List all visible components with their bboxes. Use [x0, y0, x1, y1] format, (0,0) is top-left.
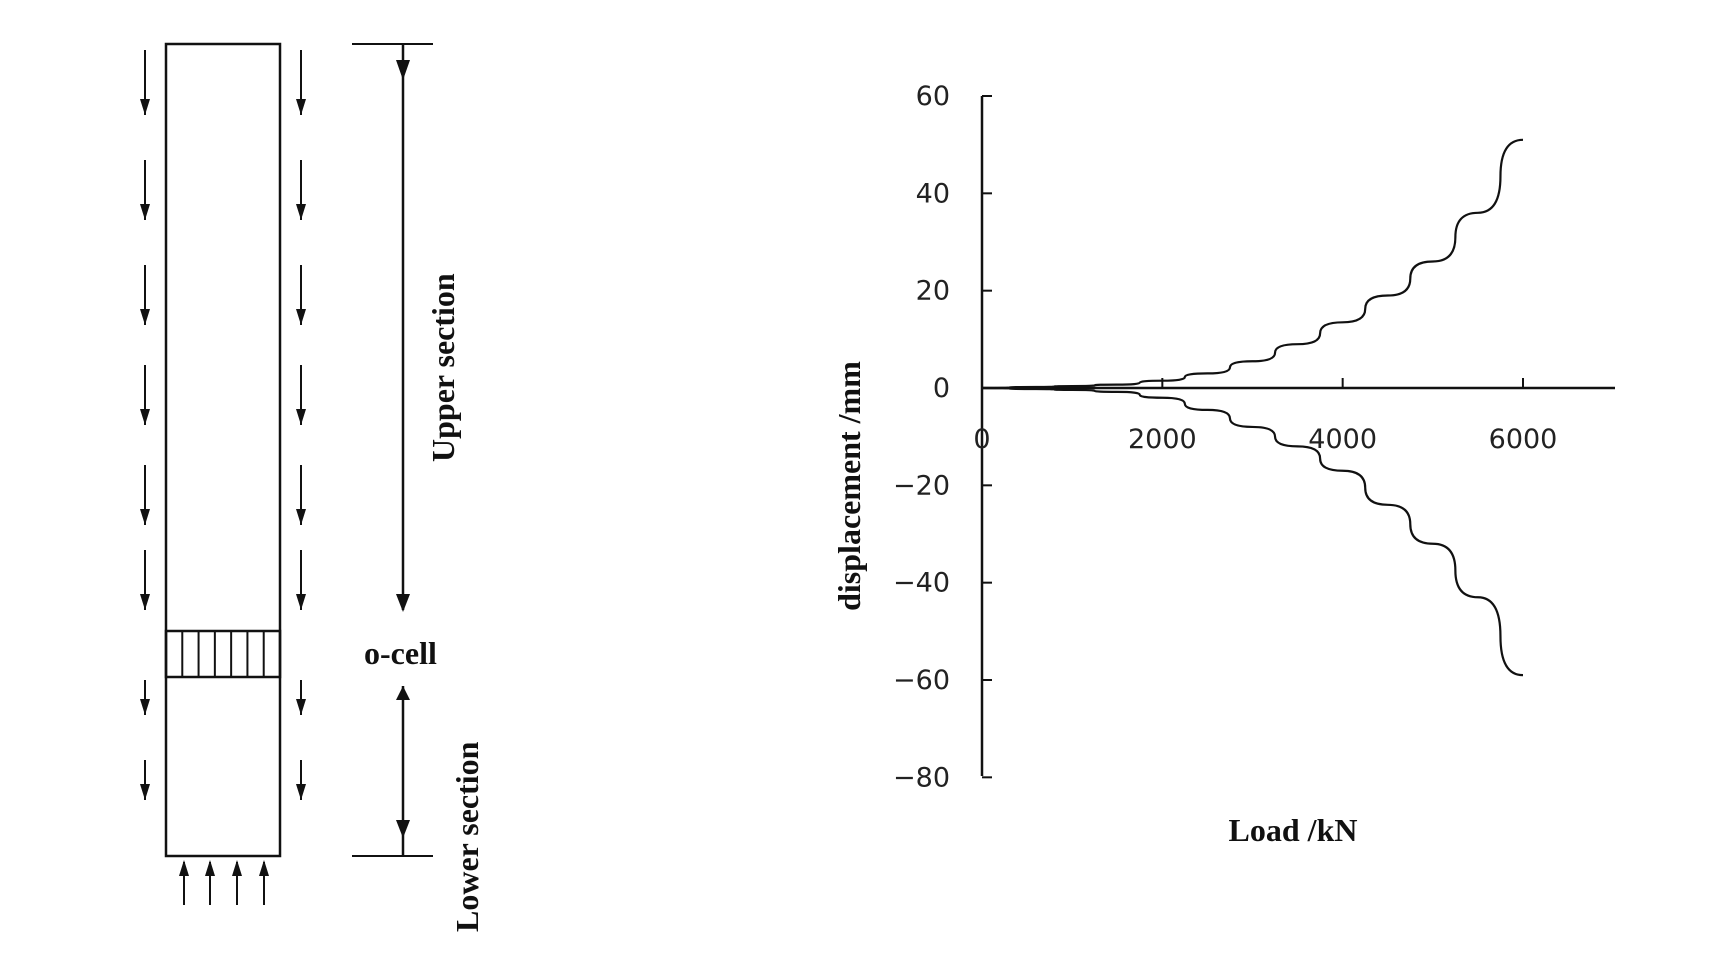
friction-arrowhead — [296, 594, 306, 610]
friction-arrowhead — [140, 99, 150, 115]
right-friction-arrows — [296, 50, 306, 800]
friction-arrowhead — [140, 594, 150, 610]
series-line-upward — [981, 138, 1524, 390]
x-axis-label: Load /kN — [1229, 812, 1358, 848]
friction-arrowhead — [140, 309, 150, 325]
base-arrowhead — [259, 860, 269, 876]
load-displacement-chart: 60 40 20 0 −20 −40 −60 −80 0 2000 4000 6000 Load /… — [831, 81, 1615, 848]
y-tick-label: 40 — [916, 178, 950, 209]
y-tick-label: −60 — [893, 665, 950, 696]
friction-arrowhead — [140, 409, 150, 425]
friction-arrowhead — [296, 309, 306, 325]
o-cell-label: o-cell — [364, 635, 437, 671]
x-tick-label: 6000 — [1489, 424, 1558, 455]
series-line-downward — [981, 386, 1524, 677]
x-tick-label: 2000 — [1128, 424, 1197, 455]
friction-arrowhead — [296, 509, 306, 525]
friction-arrowhead — [296, 204, 306, 220]
base-resistance-arrows — [179, 860, 269, 905]
friction-arrowhead — [296, 699, 306, 715]
base-arrowhead — [205, 860, 215, 876]
lower-dim-arrowhead-top — [396, 686, 410, 700]
friction-arrowhead — [296, 409, 306, 425]
y-axis-label: displacement /mm — [831, 361, 867, 611]
upper-section-label: Upper section — [425, 273, 461, 462]
o-cell-box — [164, 629, 282, 679]
pile-diagram: Upper section Lower section o-cell — [140, 42, 485, 932]
upper-dim-arrowhead-bottom — [396, 594, 410, 612]
y-tick-label: −20 — [893, 470, 950, 501]
lower-dim-arrowhead-bottom — [396, 820, 410, 838]
friction-arrowhead — [296, 99, 306, 115]
base-arrowhead — [179, 860, 189, 876]
y-tick-label: 60 — [916, 81, 950, 112]
x-tick-label: 0 — [973, 424, 990, 455]
x-tick-label: 4000 — [1308, 424, 1377, 455]
series-lines — [981, 138, 1524, 677]
y-axis-ticks: 60 40 20 0 −20 −40 −60 −80 — [893, 81, 992, 793]
y-tick-label: −80 — [893, 762, 950, 793]
upper-dim-arrowhead-top — [396, 60, 410, 80]
friction-arrowhead — [296, 784, 306, 800]
pile-body — [164, 42, 282, 858]
friction-arrowhead — [140, 699, 150, 715]
lower-section-label: Lower section — [449, 741, 485, 932]
left-friction-arrows — [140, 50, 150, 800]
y-tick-label: −40 — [893, 568, 950, 599]
x-axis-ticks: 0 2000 4000 6000 — [973, 378, 1557, 455]
y-tick-label: 0 — [933, 373, 950, 404]
friction-arrowhead — [140, 784, 150, 800]
o-cell-hatching — [181, 631, 265, 677]
friction-arrowhead — [140, 204, 150, 220]
friction-arrowhead — [140, 509, 150, 525]
base-arrowhead — [232, 860, 242, 876]
y-tick-label: 20 — [916, 276, 950, 307]
